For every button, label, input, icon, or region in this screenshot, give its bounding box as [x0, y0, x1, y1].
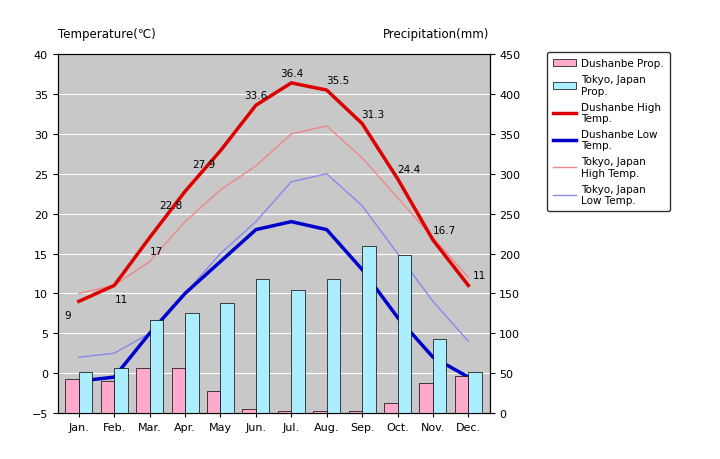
Bar: [397, 256, 411, 413]
Bar: [66, 379, 79, 413]
Bar: [207, 392, 220, 413]
Legend: Dushanbe Prop., Tokyo, Japan
Prop., Dushanbe High
Temp., Dushanbe Low
Temp., Tok: Dushanbe Prop., Tokyo, Japan Prop., Dush…: [546, 53, 670, 212]
Bar: [185, 313, 199, 413]
Text: 35.5: 35.5: [326, 76, 349, 86]
Bar: [327, 280, 340, 413]
Text: 17: 17: [150, 247, 163, 257]
Bar: [384, 403, 397, 413]
Text: 33.6: 33.6: [244, 91, 268, 101]
Bar: [243, 409, 256, 413]
Bar: [101, 381, 114, 413]
Text: 9: 9: [64, 310, 71, 320]
Text: 31.3: 31.3: [361, 109, 385, 119]
Text: 36.4: 36.4: [279, 69, 303, 79]
Bar: [362, 246, 376, 413]
Bar: [468, 373, 482, 413]
Text: Precipitation(mm): Precipitation(mm): [383, 28, 490, 41]
Bar: [171, 368, 185, 413]
Bar: [313, 412, 327, 413]
Bar: [433, 339, 446, 413]
Text: 27.9: 27.9: [192, 160, 215, 170]
Text: 11: 11: [473, 271, 486, 281]
Bar: [278, 411, 292, 413]
Text: 16.7: 16.7: [433, 225, 456, 235]
Bar: [455, 376, 468, 413]
Bar: [420, 384, 433, 413]
Bar: [292, 291, 305, 413]
Text: 24.4: 24.4: [397, 164, 420, 174]
Bar: [136, 369, 150, 413]
Bar: [348, 411, 362, 413]
Text: 11: 11: [114, 295, 128, 304]
Bar: [79, 372, 92, 413]
Text: 22.8: 22.8: [160, 201, 183, 211]
Text: Temperature(℃): Temperature(℃): [58, 28, 156, 41]
Bar: [256, 280, 269, 413]
Bar: [114, 369, 127, 413]
Bar: [220, 303, 234, 413]
Bar: [150, 320, 163, 413]
